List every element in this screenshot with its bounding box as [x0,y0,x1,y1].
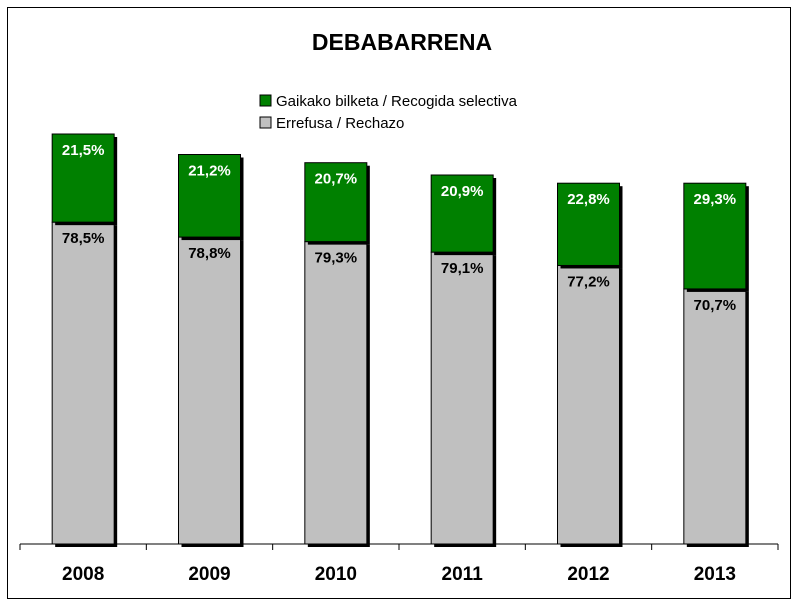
legend-label-rechazo: Errefusa / Rechazo [276,115,404,132]
bar-recogida-2013 [683,182,747,290]
bar-recogida-2008 [51,133,115,223]
bar-recogida-2009 [178,154,241,238]
data-label-recogida-2011: 20,9% [441,183,484,200]
x-tick-label-2013: 2013 [694,564,736,585]
bar-rechazo-2013 [683,288,747,545]
bar-rechazo-2011 [430,251,494,545]
data-label-rechazo-2012: 77,2% [567,273,610,290]
chart-frame [7,7,791,599]
bar-recogida-2010 [304,162,368,243]
legend-label-recogida: Gaikako bilketa / Recogida selectiva [276,93,518,110]
bars-group: 78,5% 21,5% 78,8% 21,2% 79,3% 20,7% 79,1% 20,9%… [51,133,749,548]
bar-recogida-2011 [430,174,494,253]
bar-rechazo-2012 [557,264,620,545]
chart-title: DEBABARRENA [312,29,492,55]
legend-swatch-recogida [259,94,272,107]
data-label-rechazo-2008: 78,5% [62,230,105,247]
data-label-recogida-2008: 21,5% [62,142,105,159]
x-tick-label-2010: 2010 [315,564,357,585]
x-tick-label-2009: 2009 [188,564,230,585]
legend-swatch-rechazo [259,116,272,129]
data-label-rechazo-2010: 79,3% [315,250,358,267]
bar-rechazo-2009 [178,236,241,545]
data-label-rechazo-2009: 78,8% [188,245,231,262]
bar-rechazo-2010 [304,241,368,545]
bar-recogida-2012 [557,182,620,266]
x-tick-label-2008: 2008 [62,564,104,585]
legend: Gaikako bilketa / Recogida selectiva Err… [259,93,518,132]
x-tick-label-2011: 2011 [442,564,484,585]
data-label-rechazo-2013: 70,7% [694,297,737,314]
x-axis: 2008 2009 2010 2011 2012 2013 [19,543,779,585]
data-label-recogida-2013: 29,3% [694,191,737,208]
x-tick-label-2012: 2012 [567,564,609,585]
data-label-recogida-2012: 22,8% [567,191,610,208]
data-label-rechazo-2011: 79,1% [441,260,484,277]
data-label-recogida-2009: 21,2% [188,163,231,180]
data-label-recogida-2010: 20,7% [315,171,358,188]
bar-rechazo-2008 [51,221,115,545]
